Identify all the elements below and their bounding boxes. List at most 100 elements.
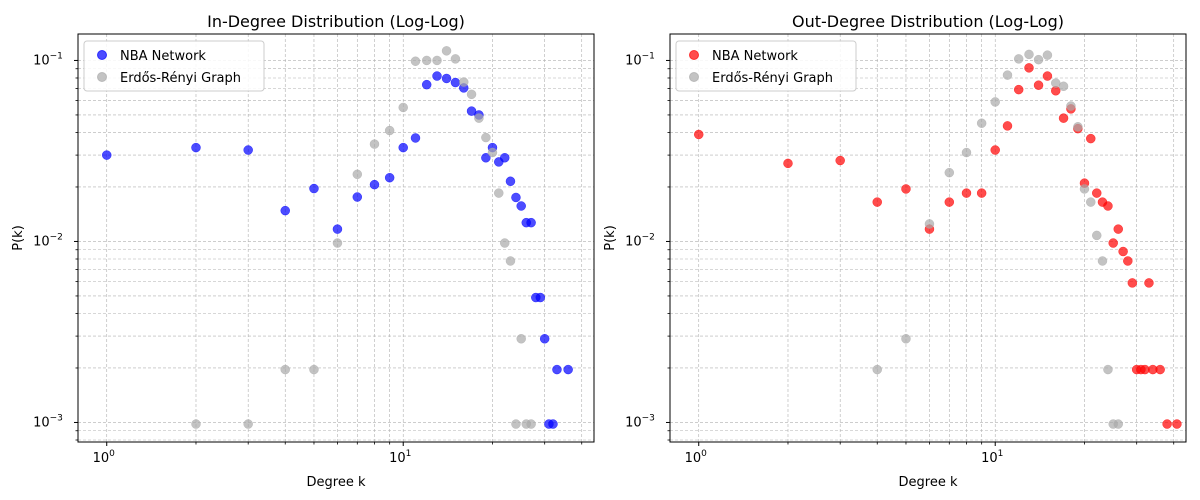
data-point-erdos-renyi <box>1113 419 1124 429</box>
data-point-nba <box>332 224 343 234</box>
out-degree-chart: Out-Degree Distribution (Log-Log) Degree… <box>603 12 1187 490</box>
x-tick-label: 101 <box>389 449 411 466</box>
data-point-nba <box>563 364 573 375</box>
data-point-erdos-renyi <box>398 102 408 113</box>
chart-title: Out-Degree Distribution (Log-Log) <box>792 12 1064 31</box>
data-point-erdos-renyi <box>961 147 972 158</box>
legend-box <box>83 40 265 92</box>
legend-label: NBA Network <box>120 49 206 64</box>
data-point-erdos-renyi <box>243 419 253 429</box>
data-point-erdos-renyi <box>191 419 201 429</box>
data-point-erdos-renyi <box>487 147 498 158</box>
data-point-erdos-renyi <box>352 169 363 180</box>
data-point-nba <box>309 183 319 194</box>
data-point-nba <box>369 179 380 190</box>
data-point-nba <box>539 334 550 344</box>
data-point-erdos-renyi <box>332 238 343 248</box>
y-tick-label: 10−1 <box>33 51 63 68</box>
legend-marker <box>689 72 699 82</box>
data-point-erdos-renyi <box>432 55 442 66</box>
y-tick-label: 10−1 <box>625 51 655 68</box>
data-point-nba <box>976 188 987 198</box>
data-point-erdos-renyi <box>944 167 955 178</box>
data-point-nba <box>944 197 955 207</box>
data-point-erdos-renyi <box>458 77 469 87</box>
data-point-erdos-renyi <box>1024 49 1034 60</box>
data-point-nba <box>872 197 882 207</box>
data-point-erdos-renyi <box>976 118 987 128</box>
data-point-nba <box>1086 133 1096 144</box>
data-point-erdos-renyi <box>872 364 882 375</box>
data-point-nba <box>410 133 421 143</box>
data-point-nba <box>901 184 911 194</box>
legend-label: Erdős-Rényi Graph <box>120 71 241 86</box>
data-point-erdos-renyi <box>1058 81 1069 92</box>
x-tick-label: 101 <box>981 449 1003 466</box>
data-point-erdos-renyi <box>924 219 935 229</box>
data-point-erdos-renyi <box>1086 197 1096 207</box>
data-point-erdos-renyi <box>511 419 521 429</box>
legend-label: NBA Network <box>712 49 798 64</box>
legend-marker <box>97 72 107 82</box>
grid <box>670 34 1186 442</box>
data-point-erdos-renyi <box>1079 184 1090 194</box>
data-point-nba <box>243 145 253 155</box>
data-point-erdos-renyi <box>901 334 911 344</box>
data-point-nba <box>191 142 201 153</box>
data-point-erdos-renyi <box>1013 54 1024 64</box>
data-point-nba <box>481 153 491 163</box>
data-point-nba <box>1091 188 1102 198</box>
data-point-nba <box>511 192 521 203</box>
data-point-nba <box>450 77 461 88</box>
data-point-erdos-renyi <box>450 54 461 64</box>
data-point-erdos-renyi <box>410 56 421 66</box>
data-point-erdos-renyi <box>474 113 484 123</box>
data-point-nba <box>1172 419 1182 429</box>
data-point-nba <box>1033 80 1044 90</box>
data-point-erdos-renyi <box>466 89 477 100</box>
data-point-erdos-renyi <box>481 132 491 143</box>
data-point-nba <box>961 188 972 198</box>
legend-marker <box>689 50 699 60</box>
data-point-nba <box>693 129 704 140</box>
data-point-nba <box>499 153 510 163</box>
data-point-nba <box>783 158 793 169</box>
data-point-erdos-renyi <box>1002 70 1013 80</box>
data-point-erdos-renyi <box>384 125 395 136</box>
data-point-nba <box>1144 278 1154 288</box>
data-point-nba <box>526 217 536 228</box>
y-tick-label: 10−2 <box>625 232 655 249</box>
data-point-nba <box>1127 278 1138 288</box>
data-point-nba <box>384 172 395 183</box>
data-point-erdos-renyi <box>1103 364 1113 375</box>
y-tick-label: 10−3 <box>33 413 63 430</box>
data-point-nba <box>1002 121 1013 131</box>
data-point-nba <box>1042 71 1053 81</box>
data-point-nba <box>505 176 516 187</box>
in-degree-chart: In-Degree Distribution (Log-Log) Degree … <box>11 12 595 490</box>
data-point-nba <box>1108 238 1118 248</box>
data-point-erdos-renyi <box>505 256 516 266</box>
data-point-erdos-renyi <box>441 46 452 56</box>
data-point-erdos-renyi <box>516 334 526 344</box>
y-tick-label: 10−3 <box>625 413 655 430</box>
data-points <box>693 49 1182 429</box>
data-point-erdos-renyi <box>1073 122 1083 132</box>
data-point-nba <box>280 205 290 216</box>
data-point-erdos-renyi <box>990 97 1000 107</box>
data-point-nba <box>1024 63 1034 73</box>
data-point-erdos-renyi <box>280 364 290 375</box>
data-point-erdos-renyi <box>1097 256 1108 266</box>
data-point-nba <box>990 145 1000 155</box>
data-point-nba <box>421 79 432 90</box>
data-point-erdos-renyi <box>369 139 380 149</box>
grid <box>78 34 594 442</box>
data-point-nba <box>1162 419 1172 429</box>
data-point-nba <box>101 150 112 160</box>
legend: NBA Network Erdős-Rényi Graph <box>675 40 857 92</box>
data-point-erdos-renyi <box>526 419 536 429</box>
x-tick-label: 100 <box>685 449 708 466</box>
x-axis-label: Degree k <box>307 475 366 490</box>
data-point-erdos-renyi <box>421 55 432 66</box>
data-point-nba <box>1118 246 1128 257</box>
